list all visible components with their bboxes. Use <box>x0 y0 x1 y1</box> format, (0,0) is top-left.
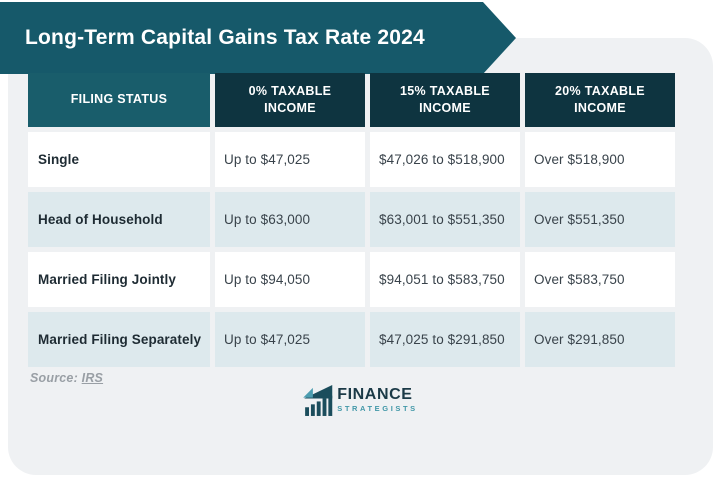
table-cell-rate15: $94,051 to $583,750 <box>370 252 520 307</box>
table-cell-rate20: Over $518,900 <box>525 132 675 187</box>
table-cell-rate15: $63,001 to $551,350 <box>370 192 520 247</box>
table-cell-rate0: Up to $47,025 <box>215 132 365 187</box>
table-row-filing-status: Head of Household <box>28 192 210 247</box>
table-row-filing-status: Married Filing Jointly <box>28 252 210 307</box>
table-cell-rate15: $47,025 to $291,850 <box>370 312 520 367</box>
column-header-15-percent: 15% TAXABLE INCOME <box>370 73 520 127</box>
table-cell-rate20: Over $583,750 <box>525 252 675 307</box>
table-cell-rate15: $47,026 to $518,900 <box>370 132 520 187</box>
table-cell-rate0: Up to $47,025 <box>215 312 365 367</box>
logo-text-finance: FINANCE <box>337 385 413 403</box>
logo-text-strategists: STRATEGISTS <box>337 403 418 413</box>
tax-rate-table: FILING STATUS 0% TAXABLE INCOME 15% TAXA… <box>28 73 675 367</box>
source-irs-link[interactable]: IRS <box>81 371 104 385</box>
column-header-20-percent: 20% TAXABLE INCOME <box>525 73 675 127</box>
logo-wordmark: FINANCE STRATEGISTS <box>337 385 418 413</box>
table-row-filing-status: Single <box>28 132 210 187</box>
column-header-filing-status: FILING STATUS <box>28 73 210 127</box>
page-title: Long-Term Capital Gains Tax Rate 2024 <box>25 26 425 49</box>
table-cell-rate0: Up to $63,000 <box>215 192 365 247</box>
table-row-filing-status: Married Filing Separately <box>28 312 210 367</box>
title-banner: Long-Term Capital Gains Tax Rate 2024 <box>0 2 516 74</box>
source-label: Source: <box>30 371 78 385</box>
column-header-0-percent: 0% TAXABLE INCOME <box>215 73 365 127</box>
table-cell-rate0: Up to $94,050 <box>215 252 365 307</box>
finance-strategists-logo-icon <box>302 383 333 416</box>
table-cell-rate20: Over $551,350 <box>525 192 675 247</box>
finance-strategists-logo: FINANCE STRATEGISTS <box>302 383 418 416</box>
table-cell-rate20: Over $291,850 <box>525 312 675 367</box>
source-note: Source: IRS <box>30 371 103 385</box>
